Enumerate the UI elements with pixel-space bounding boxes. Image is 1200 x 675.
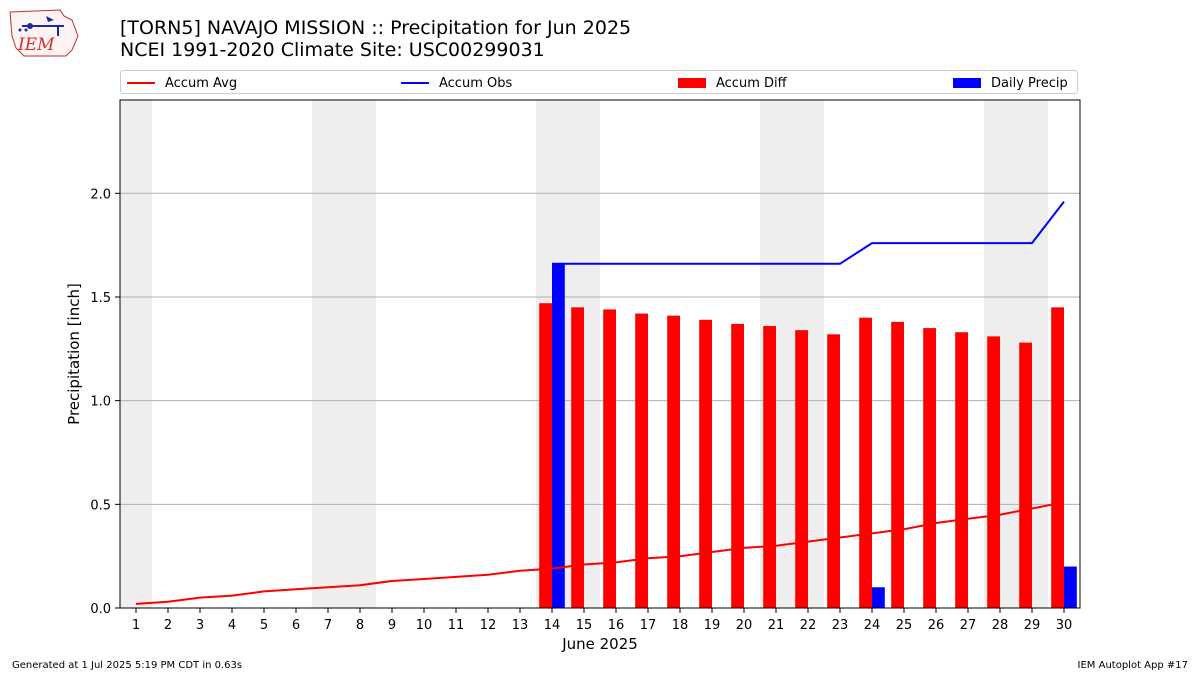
footer-app: IEM Autoplot App #17 [1077, 660, 1188, 671]
x-tick-label: 21 [768, 618, 785, 633]
accum-diff-bar [699, 319, 712, 608]
accum-diff-bar [859, 317, 872, 608]
legend-label-accum-avg: Accum Avg [165, 75, 238, 91]
x-tick-label: 26 [928, 618, 945, 633]
x-tick-label: 27 [960, 618, 977, 633]
x-tick-label: 30 [1056, 618, 1073, 633]
accum-diff-bar [635, 313, 648, 608]
daily-precip-bar [872, 587, 885, 608]
accum-diff-bar [539, 303, 552, 608]
x-tick-label: 4 [228, 618, 236, 633]
y-tick-label: 0.0 [90, 602, 111, 617]
x-tick-label: 28 [992, 618, 1009, 633]
accum-diff-bar [1019, 342, 1032, 608]
x-tick-label: 16 [608, 618, 625, 633]
legend-swatch-accum-obs [401, 82, 429, 84]
x-tick-label: 6 [292, 618, 300, 633]
legend-swatch-daily-precip [953, 78, 981, 88]
accum-diff-bar [827, 334, 840, 608]
y-axis-label: Precipitation [inch] [65, 283, 83, 425]
accum-diff-bar [1051, 307, 1064, 608]
chart-title: [TORN5] NAVAJO MISSION :: Precipitation … [120, 17, 632, 39]
x-tick-label: 1 [132, 618, 140, 633]
x-tick-label: 20 [736, 618, 753, 633]
legend-accum-obs: Accum Obs [401, 74, 512, 92]
legend-swatch-accum-avg [127, 82, 155, 84]
x-tick-label: 5 [260, 618, 268, 633]
y-tick-label: 1.5 [90, 291, 111, 306]
accum-diff-bar [955, 332, 968, 608]
x-tick-label: 14 [544, 618, 561, 633]
y-tick-label: 2.0 [90, 187, 111, 202]
plot-frame [119, 99, 1081, 609]
x-tick-label: 19 [704, 618, 721, 633]
chart-legend: Accum Avg Accum Obs Accum Diff Daily Pre… [120, 70, 1078, 94]
y-tick-label: 0.5 [90, 498, 111, 513]
accum-diff-bar [795, 330, 808, 608]
x-tick-label: 22 [800, 618, 817, 633]
x-tick-label: 12 [480, 618, 497, 633]
weekend-shade [312, 100, 376, 608]
legend-label-daily-precip: Daily Precip [991, 75, 1068, 91]
accum-diff-bar [571, 307, 584, 608]
legend-swatch-accum-diff [678, 78, 706, 88]
x-tick-label: 7 [324, 618, 332, 633]
y-tick-label: 1.0 [90, 395, 111, 410]
legend-accum-avg: Accum Avg [127, 74, 237, 92]
legend-label-accum-diff: Accum Diff [716, 75, 787, 91]
logo-text: IEM [17, 35, 55, 55]
x-tick-label: 3 [196, 618, 204, 633]
x-tick-label: 25 [896, 618, 913, 633]
x-axis-label: June 2025 [561, 635, 638, 653]
x-tick-label: 15 [576, 618, 593, 633]
accum-diff-bar [603, 309, 616, 608]
accum-avg-line [135, 501, 1065, 605]
accum-diff-bar [763, 326, 776, 608]
x-tick-label: 13 [512, 618, 529, 633]
accum-diff-bar [667, 315, 680, 608]
x-tick-label: 2 [164, 618, 172, 633]
x-tick-label: 24 [864, 618, 881, 633]
x-tick-label: 17 [640, 618, 657, 633]
weekend-shade [120, 100, 152, 608]
x-tick-label: 23 [832, 618, 849, 633]
daily-precip-bar [1064, 566, 1077, 608]
accum-obs-line [552, 200, 1065, 265]
accum-diff-bar [987, 336, 1000, 608]
legend-accum-diff: Accum Diff [678, 74, 787, 92]
weekend-shade [984, 100, 1048, 608]
daily-precip-bar [552, 263, 565, 608]
x-tick-label: 10 [416, 618, 433, 633]
iem-logo: IEM [9, 9, 79, 57]
weekend-shade [760, 100, 824, 608]
x-tick-label: 18 [672, 618, 689, 633]
footer-generated: Generated at 1 Jul 2025 5:19 PM CDT in 0… [12, 660, 243, 671]
legend-daily-precip: Daily Precip [953, 74, 1068, 92]
legend-label-accum-obs: Accum Obs [439, 75, 513, 91]
x-tick-label: 11 [448, 618, 465, 633]
x-tick-label: 9 [388, 618, 396, 633]
accum-diff-bar [891, 321, 904, 608]
x-tick-label: 29 [1024, 618, 1041, 633]
weekend-shade [536, 100, 600, 608]
chart-subtitle: NCEI 1991-2020 Climate Site: USC00299031 [120, 39, 545, 61]
accum-diff-bar [923, 328, 936, 608]
x-tick-label: 8 [356, 618, 364, 633]
accum-diff-bar [731, 323, 744, 608]
